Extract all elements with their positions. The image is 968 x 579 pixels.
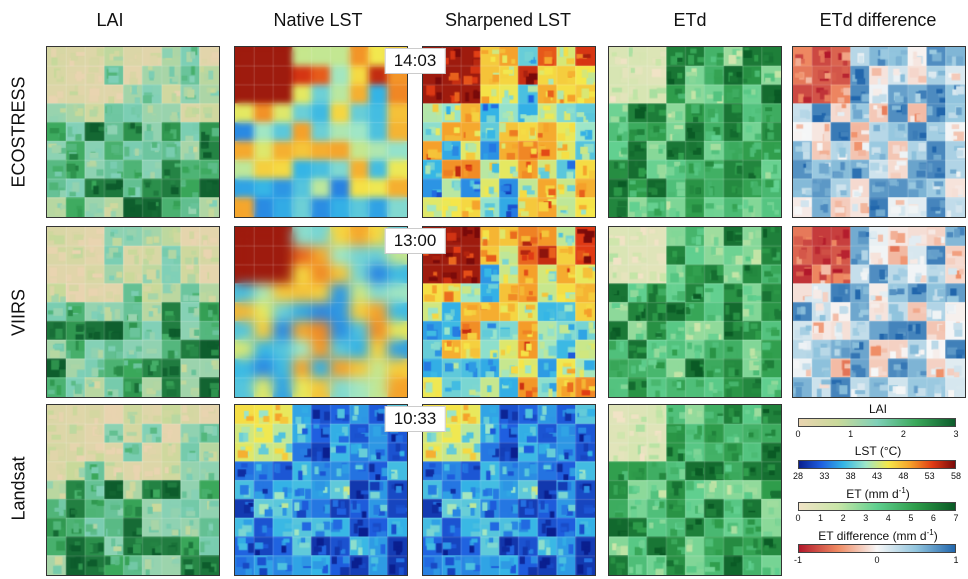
map-lai-landsat xyxy=(46,404,220,576)
overpass-time-landsat: 10:33 xyxy=(384,406,446,432)
colorbar-tick-label: 6 xyxy=(930,513,936,523)
lai-colorbar xyxy=(798,418,956,427)
et-difference-colorbar xyxy=(798,544,956,553)
colorbar-tick-label: 43 xyxy=(871,471,883,481)
row-title-landsat: Landsat xyxy=(8,456,29,521)
et-colorbar-ticks: 0 1 2 3 4 5 6 7 xyxy=(795,513,959,525)
colorbar-tick-label: 1 xyxy=(953,555,959,565)
et-colorbar xyxy=(798,502,956,511)
et-colorbar-title: ET (mm d-1) xyxy=(846,486,910,501)
colorbar-tick-label: 53 xyxy=(924,471,935,481)
colorbar-tick-label: 38 xyxy=(845,471,856,481)
lai-colorbar-ticks: 0 1 2 3 xyxy=(795,429,959,441)
colorbar-tick-label: 3 xyxy=(953,429,959,439)
overpass-time-ecostress: 14:03 xyxy=(384,48,446,74)
column-title-etd-difference: ETd difference xyxy=(819,10,937,30)
colorbar-tick-label: 0 xyxy=(795,513,801,523)
map-sharpened-lst-ecostress xyxy=(422,46,596,218)
colorbar-tick-label: 1 xyxy=(818,513,824,523)
row-title-ecostress: ECOSTRESS xyxy=(8,76,29,188)
map-etd-landsat xyxy=(608,404,782,576)
map-etd-difference-viirs xyxy=(792,226,966,398)
colorbar-tick-label: 4 xyxy=(885,513,891,523)
column-title-native-lst: Native LST xyxy=(273,10,363,30)
map-sharpened-lst-viirs xyxy=(422,226,596,398)
map-etd-difference-ecostress xyxy=(792,46,966,218)
colorbar-tick-label: 48 xyxy=(898,471,909,481)
et-difference-colorbar-title: ET difference (mm d-1) xyxy=(818,528,938,543)
colorbar-tick-label: 58 xyxy=(950,471,962,481)
colorbar-tick-label: 33 xyxy=(819,471,830,481)
map-etd-ecostress xyxy=(608,46,782,218)
column-title-etd: ETd xyxy=(673,10,707,30)
column-title-lai: LAI xyxy=(96,10,124,30)
map-etd-viirs xyxy=(608,226,782,398)
lst-colorbar-ticks: 28 33 38 43 48 53 58 xyxy=(793,471,961,483)
lai-colorbar-title: LAI xyxy=(868,402,887,416)
colorbar-tick-label: -1 xyxy=(793,555,803,565)
colorbar-tick-label: 2 xyxy=(840,513,846,523)
colorbar-tick-label: 0 xyxy=(874,555,880,565)
column-title-sharpened-lst: Sharpened LST xyxy=(444,10,572,30)
map-lai-ecostress xyxy=(46,46,220,218)
colorbar-tick-label: 3 xyxy=(863,513,869,523)
map-native-lst-landsat xyxy=(234,404,408,576)
colorbar-tick-label: 7 xyxy=(953,513,959,523)
map-native-lst-ecostress xyxy=(234,46,408,218)
colorbar-tick-label: 1 xyxy=(848,429,854,439)
colorbar-tick-label: 28 xyxy=(792,471,804,481)
map-lai-viirs xyxy=(46,226,220,398)
overpass-time-viirs: 13:00 xyxy=(384,228,446,254)
et-difference-colorbar-ticks: -1 0 1 xyxy=(794,555,959,567)
lst-colorbar xyxy=(798,460,956,469)
colorbar-tick-label: 2 xyxy=(900,429,906,439)
map-sharpened-lst-landsat xyxy=(422,404,596,576)
map-native-lst-viirs xyxy=(234,226,408,398)
lst-colorbar-title: LST (°C) xyxy=(854,444,902,458)
colorbar-tick-label: 0 xyxy=(795,429,801,439)
row-title-viirs: VIIRS xyxy=(8,289,29,337)
colorbar-tick-label: 5 xyxy=(908,513,914,523)
